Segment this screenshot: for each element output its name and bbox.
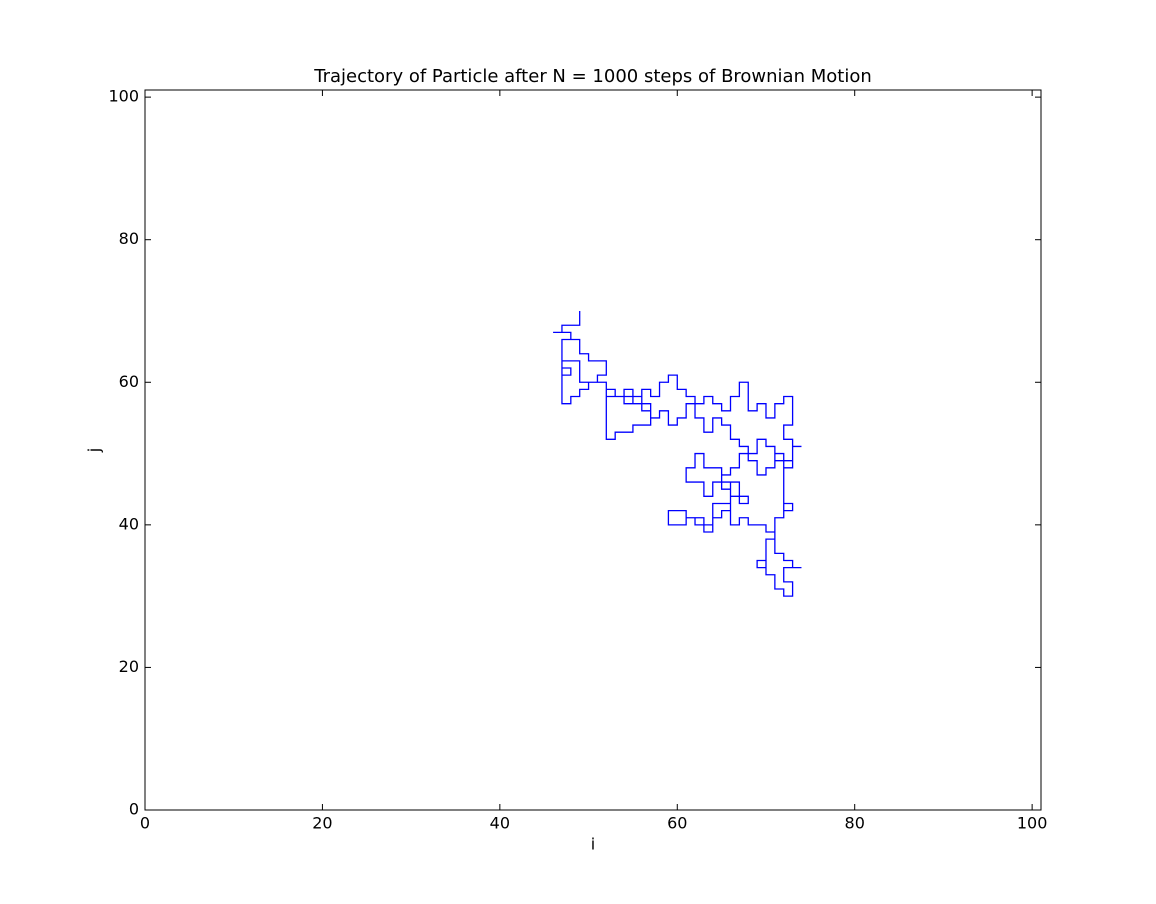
x-tick-label: 100 [1017,814,1048,833]
x-tick-label: 60 [667,814,687,833]
y-tick-label: 40 [119,514,139,533]
x-tick-label: 0 [140,814,150,833]
y-axis-label: j [85,448,104,453]
trajectory-line [553,310,802,597]
x-tick-label: 80 [845,814,865,833]
x-tick-label: 40 [490,814,510,833]
y-tick-label: 0 [129,800,139,819]
plot-frame [144,89,1042,811]
x-axis-label: i [591,835,595,854]
y-tick-label: 80 [119,229,139,248]
y-tick-label: 20 [119,657,139,676]
chart-title: Trajectory of Particle after N = 1000 st… [313,66,872,87]
y-tick-label: 100 [108,87,139,106]
x-tick-label: 20 [312,814,332,833]
y-tick-label: 60 [119,372,139,391]
